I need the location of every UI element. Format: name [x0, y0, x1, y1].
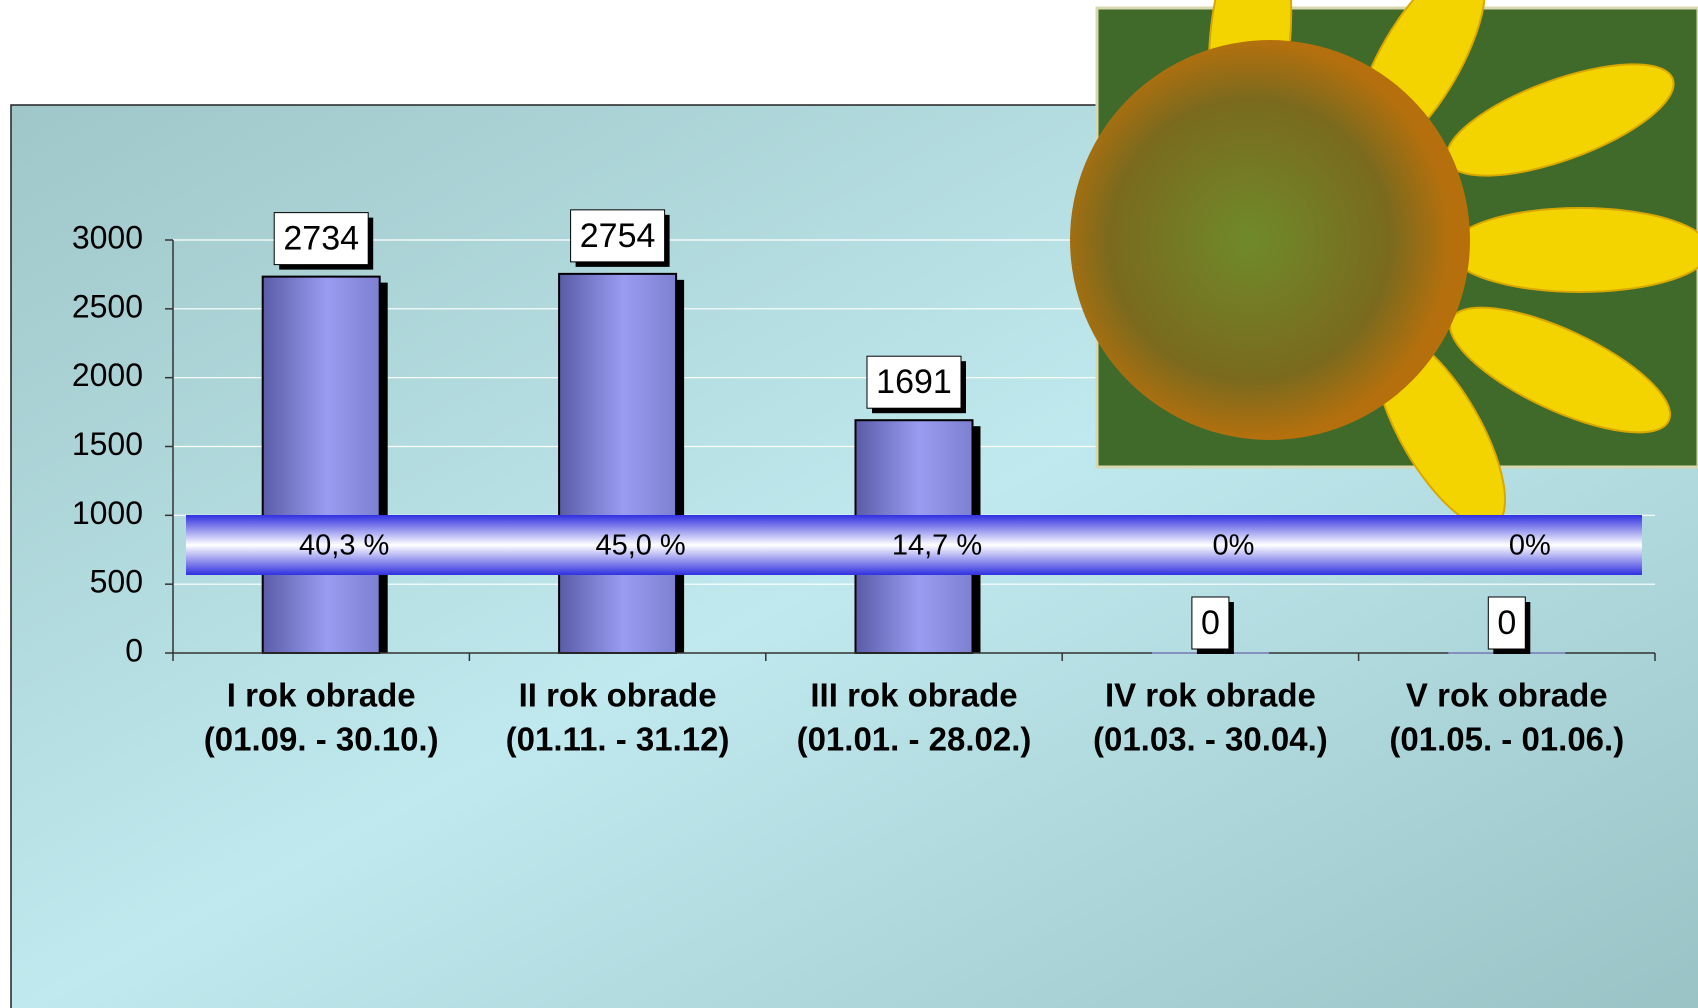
- y-tick-label: 3000: [72, 219, 143, 255]
- y-tick-label: 1500: [72, 426, 143, 462]
- y-tick-label: 2000: [72, 357, 143, 393]
- bar: [261, 275, 381, 654]
- y-tick-label: 1000: [72, 495, 143, 531]
- x-tick-label: II rok obrade: [519, 677, 717, 714]
- value-label: 2734: [283, 220, 359, 258]
- x-tick-label: (01.11. - 31.12): [506, 721, 730, 758]
- x-tick-label: III rok obrade: [810, 677, 1017, 714]
- x-tick-label: V rok obrade: [1406, 677, 1608, 714]
- value-label: 1691: [876, 363, 952, 401]
- value-label: 0: [1497, 604, 1516, 642]
- value-label-box: [273, 212, 369, 266]
- value-label-box: [1487, 596, 1526, 650]
- x-tick-label: (01.03. - 30.04.): [1093, 721, 1328, 758]
- x-tick-label: I rok obrade: [227, 677, 416, 714]
- percent-band: [186, 515, 1642, 575]
- x-tick-label: (01.01. - 28.02.): [797, 721, 1032, 758]
- percent-label: 40,3 %: [299, 530, 389, 562]
- percent-label: 0%: [1509, 530, 1551, 562]
- bar: [558, 272, 678, 654]
- value-label: 2754: [580, 217, 656, 255]
- percent-label: 0%: [1212, 530, 1254, 562]
- percent-label: 14,7 %: [892, 530, 982, 562]
- x-tick-label: (01.09. - 30.10.): [204, 721, 439, 758]
- y-tick-label: 2500: [72, 288, 143, 324]
- value-label-box: [866, 355, 962, 409]
- y-tick-label: 0: [125, 632, 143, 668]
- percent-label: 45,0 %: [595, 530, 685, 562]
- x-tick-label: IV rok obrade: [1105, 677, 1316, 714]
- value-label: 0: [1201, 604, 1220, 642]
- photo: [1070, 0, 1698, 529]
- y-tick-label: 500: [90, 564, 143, 600]
- value-label-box: [1191, 596, 1230, 650]
- x-tick-label: (01.05. - 01.06.): [1389, 721, 1624, 758]
- value-label-box: [570, 209, 666, 263]
